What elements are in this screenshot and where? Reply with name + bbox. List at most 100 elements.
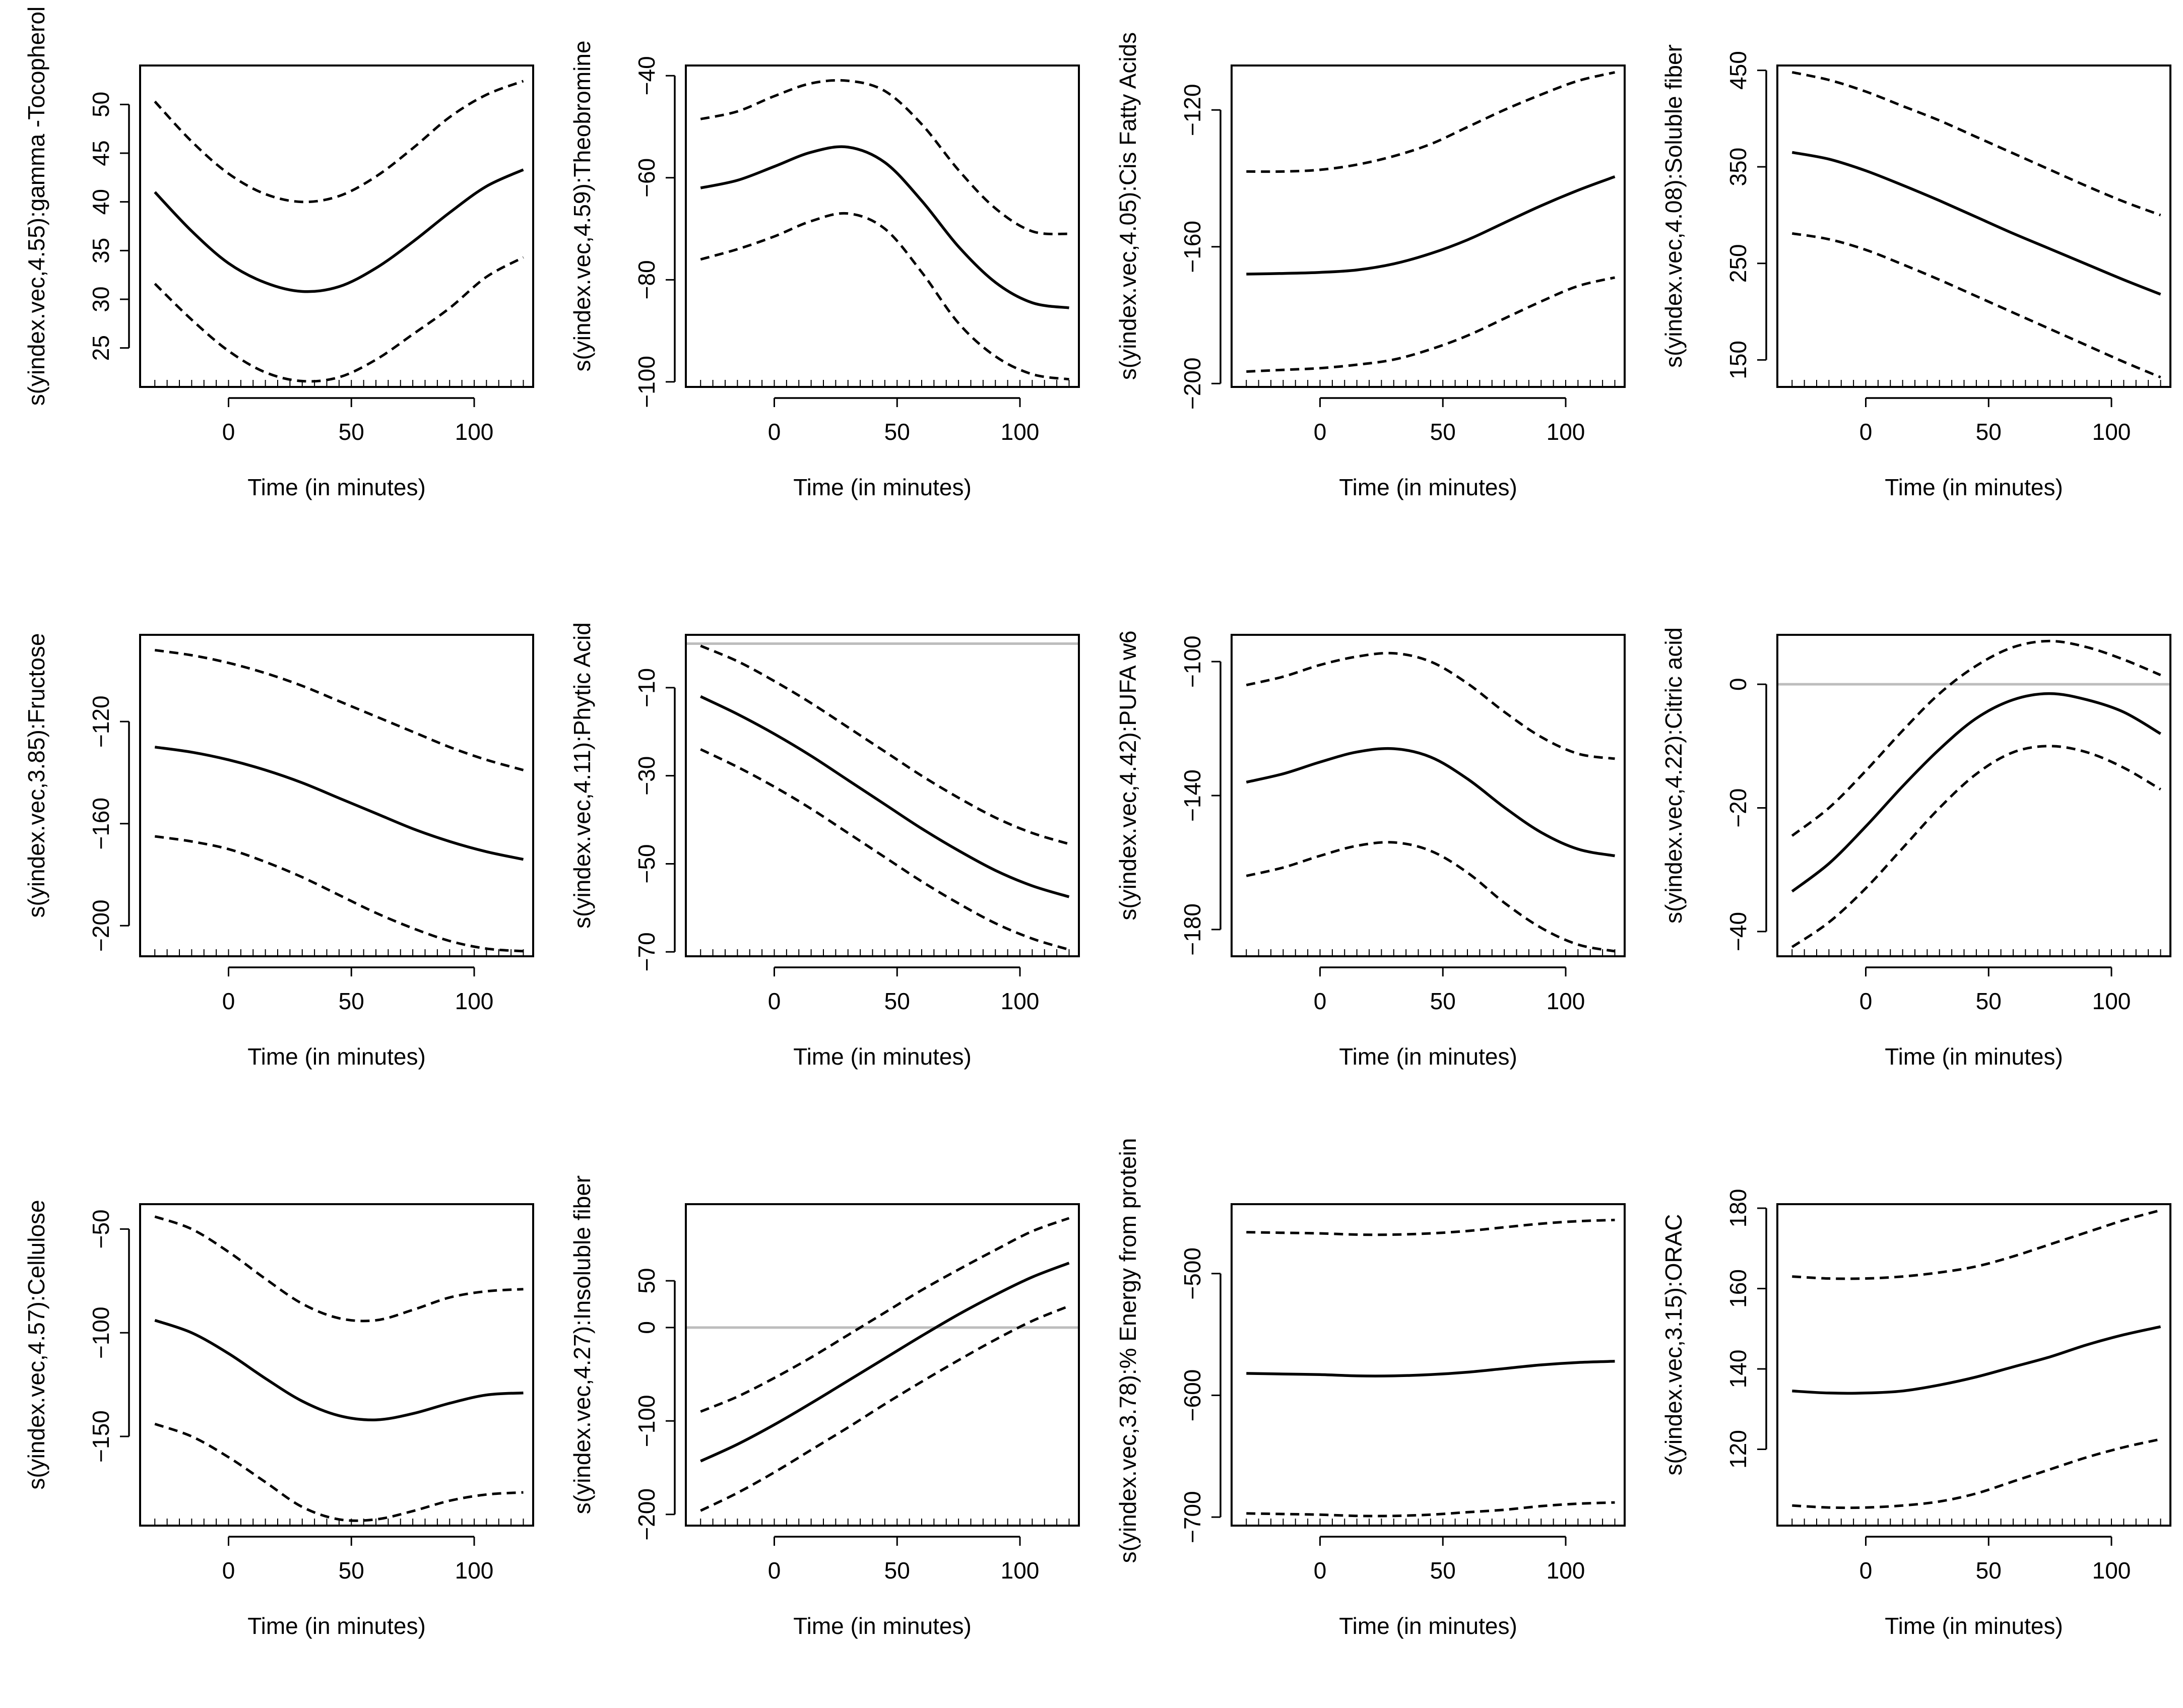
y-axis-title: s(yindex.vec,3.78):% Energy from protein… — [1115, 1139, 1141, 1563]
series-lower-line — [1246, 841, 1615, 953]
chart-svg: 0 50 100 −40 −20 0 Time (in minutes) s(yindex.v… — [1660, 627, 2171, 1070]
y-axis-title: s(yindex.vec,4.59):Theobromine — [569, 40, 595, 371]
plot-frame — [685, 64, 1080, 388]
x-tick-label: 0 — [768, 1557, 781, 1584]
chart-svg: 0 50 100 −70 −50 −30 −10 Time (in minutes) s(yin… — [569, 622, 1080, 1070]
plot-frame — [139, 634, 534, 957]
x-tick-label: 0 — [1314, 1557, 1327, 1584]
series-upper-line — [1246, 1218, 1615, 1236]
x-axis-title: Time (in minutes) — [247, 474, 426, 500]
y-tick-label: −500 — [1179, 1247, 1205, 1300]
y-tick-label: 250 — [1725, 244, 1751, 283]
plot-frame — [1776, 64, 2171, 388]
y-tick-label: −40 — [1725, 912, 1751, 951]
y-tick-label: 50 — [88, 92, 114, 117]
plot-frame — [1231, 64, 1626, 388]
x-axis-title: Time (in minutes) — [793, 1613, 972, 1639]
x-tick-label: 50 — [884, 1557, 910, 1584]
series-upper-line — [1792, 1209, 2161, 1280]
y-axis-title: s(yindex.vec,3.85):Fructose — [23, 633, 49, 917]
x-tick-label: 0 — [768, 419, 781, 445]
y-tick-label: 0 — [633, 1321, 660, 1334]
x-tick-label: 50 — [1430, 1557, 1456, 1584]
chart-svg: 0 50 100 −200 −100 0 50 Time (in minutes) s(yind… — [569, 1175, 1080, 1639]
x-tick-label: 50 — [339, 419, 364, 445]
x-tick-label: 0 — [222, 988, 235, 1014]
series-upper-line — [154, 648, 524, 771]
y-tick-label: 160 — [1725, 1269, 1751, 1308]
y-tick-label: 0 — [1725, 678, 1751, 691]
x-tick-label: 100 — [1001, 988, 1040, 1014]
series-fit-line — [1791, 692, 2161, 893]
y-tick-label: 40 — [88, 189, 114, 215]
x-axis-title: Time (in minutes) — [1885, 1613, 2063, 1639]
y-tick-label: 150 — [1725, 341, 1751, 379]
x-tick-label: 50 — [1976, 988, 2002, 1014]
y-axis-title: s(yindex.vec,4.55):gamma -Tocopherol — [23, 7, 49, 406]
series-lower-line — [1791, 745, 2161, 948]
series-lower-line — [1246, 1501, 1615, 1518]
series-upper-line — [700, 1217, 1070, 1413]
series-upper-line — [1246, 71, 1616, 173]
x-tick-label: 100 — [2092, 419, 2131, 445]
y-tick-label: 350 — [1725, 148, 1751, 186]
y-tick-label: 30 — [88, 286, 114, 312]
chart-svg: 0 50 100 25 30 35 40 45 50 Time (in minutes) s(yin… — [23, 7, 534, 500]
series-fit-line — [154, 1319, 524, 1421]
plot-frame — [685, 1203, 1080, 1527]
y-tick-label: 45 — [88, 140, 114, 166]
x-tick-label: 50 — [339, 1557, 364, 1584]
chart-panel: 0 50 100 −700 −600 −500 Time (in minutes) s(yin… — [1092, 1139, 1637, 1708]
series-upper-line — [154, 80, 524, 204]
chart-panel: 0 50 100 25 30 35 40 45 50 Time (in minutes) s(yin… — [0, 0, 546, 569]
x-tick-label: 0 — [1314, 988, 1327, 1014]
x-tick-label: 50 — [339, 988, 364, 1014]
series-fit-line — [700, 145, 1069, 309]
chart-svg: 0 50 100 −150 −100 −50 Time (in minutes) s(yind… — [23, 1200, 534, 1639]
x-tick-label: 50 — [1976, 1557, 2002, 1584]
series-lower-line — [700, 1304, 1070, 1512]
chart-svg: 0 50 100 150 250 350 450 Time (in minutes) s(yin… — [1660, 44, 2171, 500]
y-tick-label: −50 — [633, 844, 660, 883]
y-tick-label: −200 — [1179, 357, 1205, 410]
x-tick-label: 50 — [884, 419, 910, 445]
x-tick-label: 0 — [222, 419, 235, 445]
chart-svg: 0 50 100 −100 −80 −60 −40 Time (in minutes) s(yi… — [569, 40, 1080, 500]
y-tick-label: −100 — [88, 1306, 114, 1359]
y-axis-title: s(yindex.vec,4.08):Soluble fiber — [1660, 44, 1687, 368]
chart-svg: 0 50 100 −700 −600 −500 Time (in minutes) s(yin… — [1115, 1139, 1626, 1639]
x-tick-label: 100 — [455, 1557, 494, 1584]
series-lower-line — [700, 212, 1069, 381]
plot-frame — [139, 64, 534, 388]
series-fit-line — [700, 695, 1070, 898]
chart-panel: 0 50 100 −200 −160 −120 Time (in minutes) s(yin… — [0, 569, 546, 1139]
y-tick-label: −200 — [88, 899, 114, 952]
series-fit-line — [154, 168, 524, 293]
series-upper-line — [1246, 651, 1615, 760]
y-tick-label: −200 — [633, 1488, 660, 1541]
y-tick-label: −100 — [633, 1395, 660, 1447]
series-lower-line — [700, 748, 1070, 951]
y-tick-label: −700 — [1179, 1491, 1205, 1543]
x-tick-label: 50 — [1430, 988, 1456, 1014]
x-axis-title: Time (in minutes) — [247, 1043, 426, 1070]
series-lower-line — [1246, 276, 1616, 373]
chart-panel: 0 50 100 −180 −140 −100 Time (in minutes) s(yin… — [1092, 569, 1637, 1139]
chart-svg: 0 50 100 120 140 160 180 Time (in minutes) s(yin… — [1660, 1189, 2171, 1639]
y-tick-label: −20 — [1725, 789, 1751, 828]
series-upper-line — [700, 644, 1070, 845]
chart-svg: 0 50 100 −200 −160 −120 Time (in minutes) s(yin… — [1115, 32, 1626, 500]
series-fit-line — [1246, 747, 1615, 858]
y-tick-label: −80 — [633, 260, 660, 299]
chart-panel: 0 50 100 150 250 350 450 Time (in minutes) s(yin… — [1637, 0, 2183, 569]
x-tick-label: 100 — [1547, 1557, 1585, 1584]
y-tick-label: −150 — [88, 1410, 114, 1463]
x-tick-label: 100 — [1547, 988, 1585, 1014]
chart-panel: 0 50 100 −200 −100 0 50 Time (in minutes) s(yind… — [546, 1139, 1092, 1708]
x-tick-label: 100 — [2092, 988, 2131, 1014]
plot-frame — [1231, 1203, 1626, 1527]
y-tick-label: −140 — [1179, 769, 1205, 822]
series-lower-line — [1792, 1438, 2161, 1509]
y-tick-label: −30 — [633, 756, 660, 796]
y-axis-title: s(yindex.vec,4.22):Citric acid — [1660, 627, 1687, 924]
